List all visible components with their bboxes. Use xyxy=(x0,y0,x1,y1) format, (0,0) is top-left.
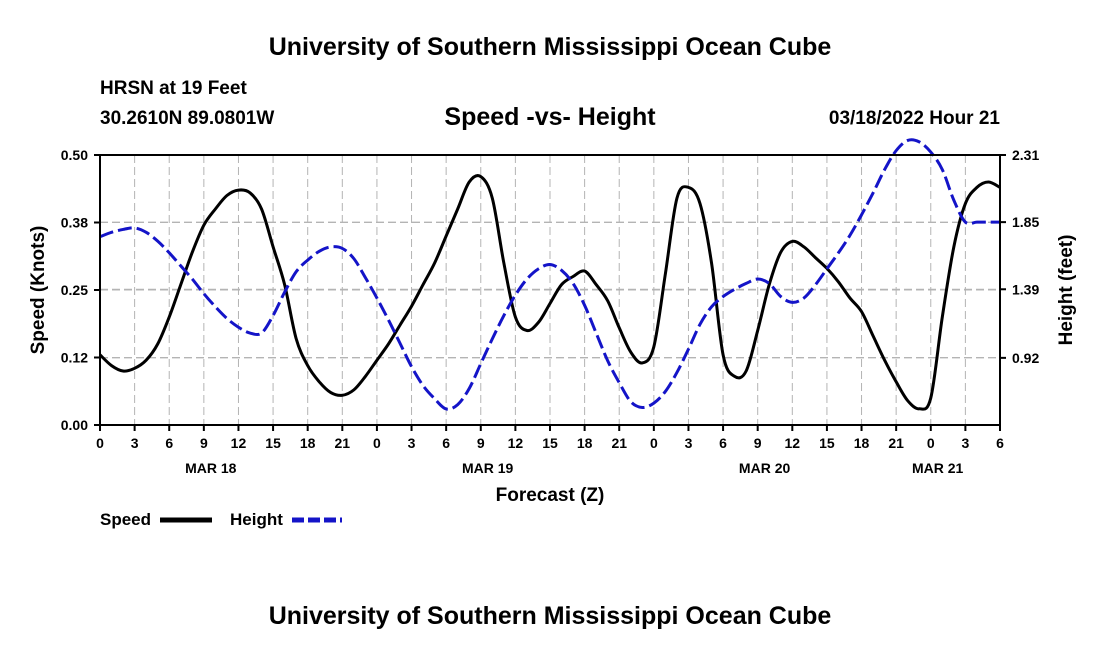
y-tick-label: 0.50 xyxy=(61,147,88,163)
x-tick-label: 21 xyxy=(888,435,904,451)
x-tick-label: 12 xyxy=(785,435,801,451)
day-label: MAR 19 xyxy=(462,460,514,476)
x-tick-label: 0 xyxy=(927,435,935,451)
legend: Speed Height xyxy=(100,510,342,529)
x-tick-label: 9 xyxy=(754,435,762,451)
x-tick-label: 12 xyxy=(508,435,524,451)
x-tick-label: 15 xyxy=(819,435,835,451)
x-tick-label: 6 xyxy=(719,435,727,451)
y-tick-label: 0.38 xyxy=(61,215,88,231)
y2-tick-label: 0.92 xyxy=(1012,350,1039,366)
x-tick-label: 3 xyxy=(408,435,416,451)
timestamp-label: 03/18/2022 Hour 21 xyxy=(829,108,1001,129)
footer-title: University of Southern Mississippi Ocean… xyxy=(269,602,832,630)
series-line-speed xyxy=(98,174,1001,411)
day-labels: MAR 18 MAR 19 MAR 20 MAR 21 xyxy=(185,460,963,476)
x-tick-label: 6 xyxy=(442,435,450,451)
y2-axis-title: Height (feet) xyxy=(1056,235,1077,346)
x-tick-label: 3 xyxy=(131,435,139,451)
x-tick-label: 12 xyxy=(231,435,247,451)
x-tick-label: 9 xyxy=(200,435,208,451)
y2-tick-label: 1.85 xyxy=(1012,214,1039,230)
chart-subtitle: Speed -vs- Height xyxy=(444,103,656,131)
legend-speed-label: Speed xyxy=(100,510,151,529)
series-lines xyxy=(98,138,1001,411)
y-tick-label: 0.00 xyxy=(61,417,88,433)
y-tick-label: 0.12 xyxy=(61,350,88,366)
x-tick-label: 18 xyxy=(577,435,593,451)
x-tick-label: 0 xyxy=(96,435,104,451)
y2-tick-label: 2.31 xyxy=(1012,147,1039,163)
y-axis-title: Speed (Knots) xyxy=(28,226,49,355)
x-tick-label: 0 xyxy=(650,435,658,451)
y2-tick-label: 1.39 xyxy=(1012,281,1039,297)
day-label: MAR 20 xyxy=(739,460,791,476)
y-tick-label: 0.25 xyxy=(61,282,88,298)
x-tick-label: 21 xyxy=(335,435,351,451)
x-tick-label: 3 xyxy=(961,435,969,451)
x-axis-title: Forecast (Z) xyxy=(496,485,605,506)
x-axis: 0 3 6 9 12 15 18 21 0 3 6 9 12 15 18 21 0 3 6 9 12 15 18 21 0 3 6 xyxy=(96,425,1004,451)
x-tick-label: 21 xyxy=(611,435,627,451)
x-tick-label: 3 xyxy=(685,435,693,451)
x-tick-label: 15 xyxy=(265,435,281,451)
y2-axis: 0.92 1.39 1.85 2.31 xyxy=(1000,147,1039,366)
x-tick-label: 9 xyxy=(477,435,485,451)
grid-lines xyxy=(100,155,1000,425)
x-tick-label: 15 xyxy=(542,435,558,451)
day-label: MAR 18 xyxy=(185,460,237,476)
day-label: MAR 21 xyxy=(912,460,964,476)
x-tick-label: 6 xyxy=(165,435,173,451)
x-tick-label: 18 xyxy=(300,435,316,451)
chart-title: University of Southern Mississippi Ocean… xyxy=(269,33,832,61)
location-label: 30.2610N 89.0801W xyxy=(100,108,274,129)
x-tick-label: 0 xyxy=(373,435,381,451)
series-line-height xyxy=(99,138,1000,411)
station-label: HRSN at 19 Feet xyxy=(100,78,247,99)
y-axis: 0.00 0.12 0.25 0.38 0.50 xyxy=(61,147,100,433)
x-tick-label: 6 xyxy=(996,435,1004,451)
x-tick-label: 18 xyxy=(854,435,870,451)
legend-height-label: Height xyxy=(230,510,283,529)
